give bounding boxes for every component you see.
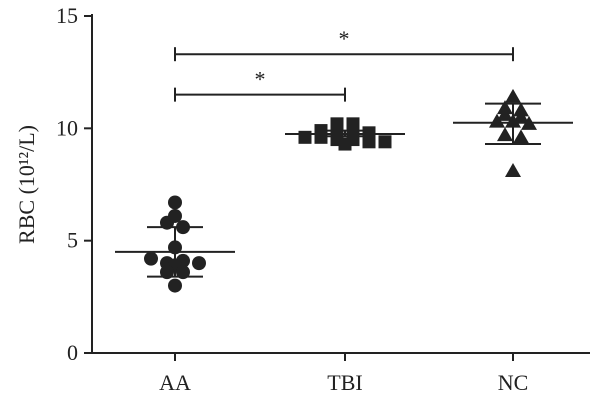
data-point-square (378, 135, 392, 149)
data-point-circle (168, 195, 182, 210)
data-point-circle (144, 251, 158, 266)
y-axis-title: RBC (10¹²/L) (14, 125, 39, 244)
data-point-circle (176, 220, 190, 235)
y-tick-label: 0 (67, 340, 78, 365)
significance-star: * (339, 26, 350, 51)
axes (91, 14, 590, 354)
data-points (144, 88, 537, 293)
data-point-triangle (513, 129, 529, 144)
x-tick-label: NC (498, 370, 529, 395)
data-point-triangle (505, 163, 521, 178)
data-point-circle (168, 240, 182, 255)
y-tick-label: 10 (56, 115, 78, 140)
y-tick-label: 5 (67, 228, 78, 253)
x-tick-label: AA (159, 370, 191, 395)
data-point-square (338, 137, 352, 151)
significance-star: * (255, 67, 266, 92)
data-point-triangle (505, 113, 521, 128)
data-point-circle (160, 265, 174, 280)
data-point-circle (168, 278, 182, 293)
data-point-triangle (497, 106, 513, 121)
axis-ticks: 0 5 10 15 AA TBI NC (56, 3, 528, 395)
significance-brackets: ** (174, 26, 514, 102)
data-point-square (314, 130, 328, 144)
data-point-triangle (521, 115, 537, 130)
data-point-square (298, 130, 312, 144)
data-point-circle (168, 208, 182, 223)
data-point-triangle (505, 88, 521, 103)
x-tick-label: TBI (327, 370, 362, 395)
data-point-circle (176, 265, 190, 280)
data-point-square (362, 135, 376, 149)
data-point-triangle (489, 113, 505, 128)
data-point-triangle (497, 127, 513, 142)
data-point-triangle (513, 109, 529, 124)
data-point-circle (192, 256, 206, 271)
y-tick-label: 15 (56, 3, 78, 28)
